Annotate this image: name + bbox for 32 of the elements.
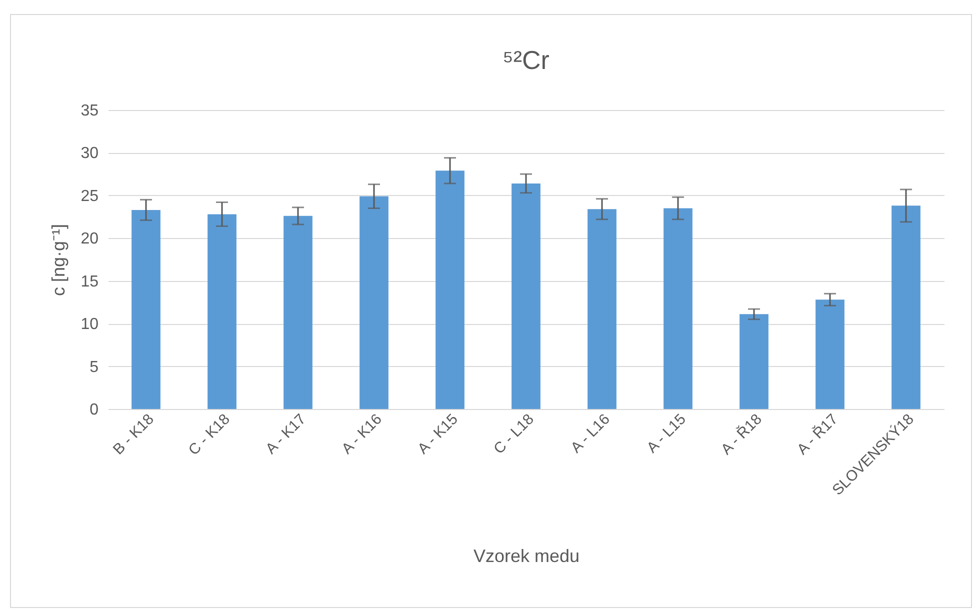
x-tick-label: A - Ř17 (793, 410, 842, 458)
bar (816, 300, 844, 409)
bar (360, 196, 388, 409)
y-tick-label: 15 (80, 273, 99, 290)
x-tick-label: B - K18 (110, 410, 158, 458)
x-tick-label: A - Ř18 (717, 410, 766, 458)
x-tick-label: C - K18 (185, 410, 234, 459)
y-tick-label: 20 (80, 230, 99, 248)
bar (664, 208, 692, 409)
y-tick-label: 10 (80, 316, 99, 334)
x-tick-label: A - K15 (414, 410, 462, 458)
x-tick-label: A - L16 (568, 410, 614, 456)
bar (892, 206, 920, 409)
y-tick-label: 25 (80, 188, 99, 205)
x-axis-title: Vzorek medu (473, 546, 580, 566)
bar (740, 314, 768, 409)
y-axis-title: c [ng·g⁻¹] (48, 224, 69, 296)
x-tick-label: A - L15 (644, 410, 690, 456)
x-tick-label: A - K17 (262, 410, 310, 458)
bar (208, 214, 236, 409)
chart-title: ⁵²Cr (502, 45, 550, 75)
x-tick-label: C - L18 (490, 410, 538, 458)
bar (588, 209, 616, 409)
bar (436, 170, 464, 409)
x-tick-label: A - K16 (338, 410, 386, 458)
y-tick-label: 35 (80, 102, 99, 120)
bar (284, 216, 312, 409)
y-tick-label: 0 (90, 402, 99, 418)
bar (132, 210, 160, 409)
y-tick-label: 30 (80, 145, 99, 162)
y-tick-label: 5 (90, 358, 99, 376)
bar (512, 183, 540, 409)
